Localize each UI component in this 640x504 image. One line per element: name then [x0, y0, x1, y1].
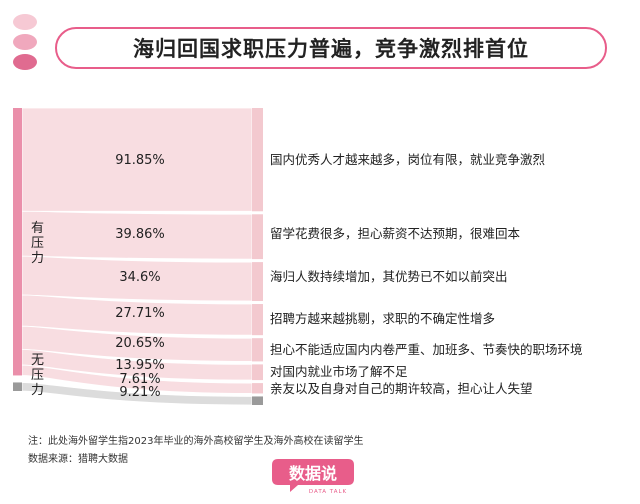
percent-label: 91.85%: [115, 153, 165, 168]
logo-subtext: DATA TALK: [309, 489, 347, 495]
percent-label: 13.95%: [115, 358, 165, 373]
source-node: [13, 108, 22, 376]
title-banner: 海归回国求职压力普遍，竞争激烈排首位: [55, 27, 607, 69]
target-node: [252, 338, 263, 362]
chart-title: 海归回国求职压力普遍，竞争激烈排首位: [133, 37, 529, 61]
target-node: [252, 304, 263, 336]
footnote-note: 注：此处海外留学生指2023年毕业的海外高校留学生及海外高校在读留学生: [28, 436, 364, 447]
dot-dark: [13, 54, 37, 70]
target-node: [252, 262, 263, 302]
sankey-flow: [21, 348, 253, 381]
percent-label: 34.6%: [119, 270, 160, 285]
source-label: 无压力: [31, 353, 44, 398]
sankey-flow: [21, 294, 253, 336]
logo-bubble: [272, 459, 354, 492]
decorative-dots: [11, 14, 39, 72]
percent-label: 9.21%: [119, 385, 160, 400]
sankey-flow: [21, 325, 253, 362]
dot-light: [13, 14, 37, 30]
percent-label: 39.86%: [115, 227, 165, 242]
percent-label: 27.71%: [115, 306, 165, 321]
target-node: [252, 364, 263, 381]
dot-medium: [13, 34, 37, 50]
target-node: [252, 396, 263, 405]
reason-label: 海归人数持续增加，其优势已不如以前突出: [270, 269, 508, 284]
reason-label: 招聘方越来越挑剔，求职的不确定性增多: [270, 311, 495, 326]
reason-label: 留学花费很多，担心薪资不达预期，很难回本: [270, 226, 521, 241]
footnote-source: 数据来源：猎聘大数据: [28, 454, 128, 465]
target-node: [252, 214, 263, 260]
reason-label: 国内优秀人才越来越多，岗位有限，就业竞争激烈: [270, 152, 545, 167]
source-node: [13, 382, 22, 391]
brand-logo: 数据说 DATA TALK: [272, 459, 354, 495]
source-label: 有压力: [31, 221, 44, 266]
percent-label: 7.61%: [119, 372, 160, 387]
target-node: [252, 108, 263, 212]
reason-label: 担心不能适应国内内卷严重、加班多、节奏快的职场环境: [270, 342, 583, 357]
target-node: [252, 383, 263, 394]
logo-text: 数据说: [289, 464, 337, 483]
reason-label: 亲友以及自身对自己的期许较高，担心让人失望: [270, 381, 533, 396]
reason-label: 对国内就业市场了解不足: [270, 364, 408, 379]
percent-label: 20.65%: [115, 336, 165, 351]
